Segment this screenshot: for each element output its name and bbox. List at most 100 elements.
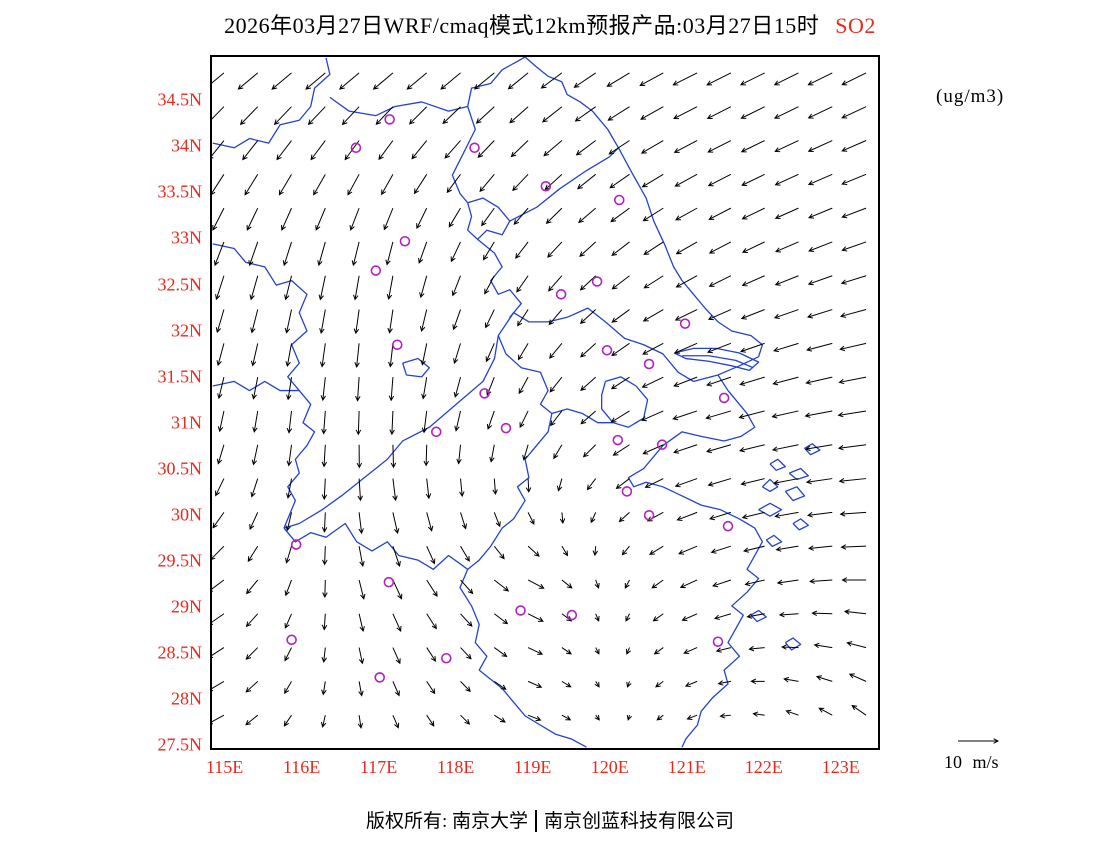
y-tick-label: 34.5N <box>157 89 203 110</box>
station-circle <box>370 265 382 276</box>
wind-vectors <box>212 72 867 729</box>
station-markers <box>286 114 734 683</box>
y-tick-label: 31N <box>171 412 202 433</box>
station-circle <box>643 509 655 521</box>
y-tick-label: 30.5N <box>157 458 203 479</box>
y-tick-label: 31.5N <box>157 366 203 387</box>
station-circle <box>479 388 490 399</box>
x-tick-label: 116E <box>282 757 321 777</box>
y-tick-label: 33N <box>171 227 202 248</box>
map-outline-jiangsu-coast <box>524 57 764 357</box>
station-circle <box>383 576 395 588</box>
map-outline-zhejiang-coast <box>627 374 764 748</box>
copyright-divider <box>535 810 537 832</box>
x-tick-label: 123E <box>821 757 860 777</box>
map-outline-south-boundary-west <box>283 522 469 570</box>
map-outline-north-boundary-east <box>329 57 526 117</box>
station-circle <box>656 439 668 450</box>
map-svg <box>212 57 867 748</box>
map-outline-yangtze-river <box>283 307 759 529</box>
map-outline-anhui-jiangsu-border-south <box>477 238 522 318</box>
title-species: SO2 <box>835 13 876 38</box>
map-outline-island-9 <box>804 443 821 456</box>
station-circle <box>722 520 734 532</box>
map-outline-anhui-jiangsu-border-north <box>451 106 476 204</box>
copyright-owner: 版权所有: 南京大学 <box>365 811 528 832</box>
station-circle <box>350 142 362 154</box>
x-tick-label: 115E <box>205 757 244 777</box>
y-tick-label: 28.5N <box>157 642 203 663</box>
station-circle <box>399 235 411 247</box>
x-tick-label: 121E <box>667 757 706 777</box>
map-outline-island-6 <box>792 518 809 531</box>
map-outline-north-boundary-west <box>212 57 331 149</box>
station-circle <box>430 426 442 438</box>
x-tick-label: 118E <box>436 757 475 777</box>
station-circle <box>500 422 512 434</box>
station-circle <box>712 636 724 647</box>
map-outline-island-4 <box>788 467 809 481</box>
station-circle <box>612 434 624 446</box>
wind-legend-label: 10 m/s <box>944 752 999 772</box>
y-tick-label: 33.5N <box>157 181 203 202</box>
station-circle <box>601 345 613 356</box>
copyright: 版权所有: 南京大学 南京创蓝科技有限公司 <box>0 806 1100 833</box>
y-tick-label: 29.5N <box>157 550 203 571</box>
station-circle <box>679 318 691 329</box>
station-circle <box>469 142 480 154</box>
map-outline-island-3 <box>761 478 779 493</box>
station-circle <box>591 276 603 287</box>
station-circle <box>441 652 452 664</box>
y-tick-label: 27.5N <box>157 734 203 755</box>
title-text: 2026年03月27日WRF/cmaq模式12km预报产品:03月27日15时 <box>224 13 820 38</box>
reference-arrow <box>958 738 1000 744</box>
map-outline-west-boundary-branch <box>212 380 300 392</box>
station-circle <box>643 358 655 370</box>
map-outline-jiangsu-zhejiang-border <box>497 335 614 424</box>
station-circle <box>384 114 395 125</box>
map-outline-chongming-inner <box>682 355 754 369</box>
station-circle <box>555 289 567 300</box>
map-outline-island-10 <box>765 534 783 548</box>
map-plot <box>210 55 880 750</box>
station-circle <box>392 339 403 351</box>
station-circle <box>566 609 578 621</box>
station-circle <box>374 672 385 683</box>
station-circle <box>621 486 633 497</box>
y-tick-label: 29N <box>171 596 202 617</box>
map-outline-island-7 <box>784 637 802 651</box>
units-label: (ug/m3) <box>936 86 1005 107</box>
map-outline-island-8 <box>750 609 767 623</box>
y-tick-label: 34N <box>171 135 202 156</box>
map-outline-taihu-lake <box>601 376 649 428</box>
map-outline-west-boundary <box>212 243 316 529</box>
y-tick-label: 32.5N <box>157 274 203 295</box>
station-circle <box>286 634 297 646</box>
station-circle <box>540 180 552 192</box>
x-tick-label: 117E <box>359 757 398 777</box>
wind-legend: 10 m/s <box>944 732 1044 773</box>
map-outline-island-1 <box>758 502 783 517</box>
x-tick-label: 120E <box>590 757 629 777</box>
map-outline-anhui-zhejiang-border <box>467 413 553 570</box>
station-circle <box>290 539 302 550</box>
x-tick-label: 122E <box>744 757 783 777</box>
map-outline-chaohu-lake <box>402 357 431 378</box>
y-tick-label: 32N <box>171 320 202 341</box>
station-circle <box>613 194 625 206</box>
station-circle <box>515 605 526 616</box>
x-tick-label: 119E <box>514 757 552 777</box>
station-circle <box>718 392 730 404</box>
map-outline-zhejiang-fujian-border <box>459 569 587 748</box>
y-tick-label: 28N <box>171 688 202 709</box>
copyright-company: 南京创蓝科技有限公司 <box>544 811 735 832</box>
map-outline-island-2 <box>784 486 806 502</box>
map-outline-chongming-island <box>674 347 760 372</box>
map-outline-huaihe-line <box>509 147 619 222</box>
map-outline-hongze-lake <box>467 197 511 240</box>
page-title: 2026年03月27日WRF/cmaq模式12km预报产品:03月27日15时 … <box>0 8 1100 40</box>
y-tick-label: 30N <box>171 504 202 525</box>
map-outline-island-5 <box>769 458 787 471</box>
reference-arrow-icon <box>958 738 1000 744</box>
